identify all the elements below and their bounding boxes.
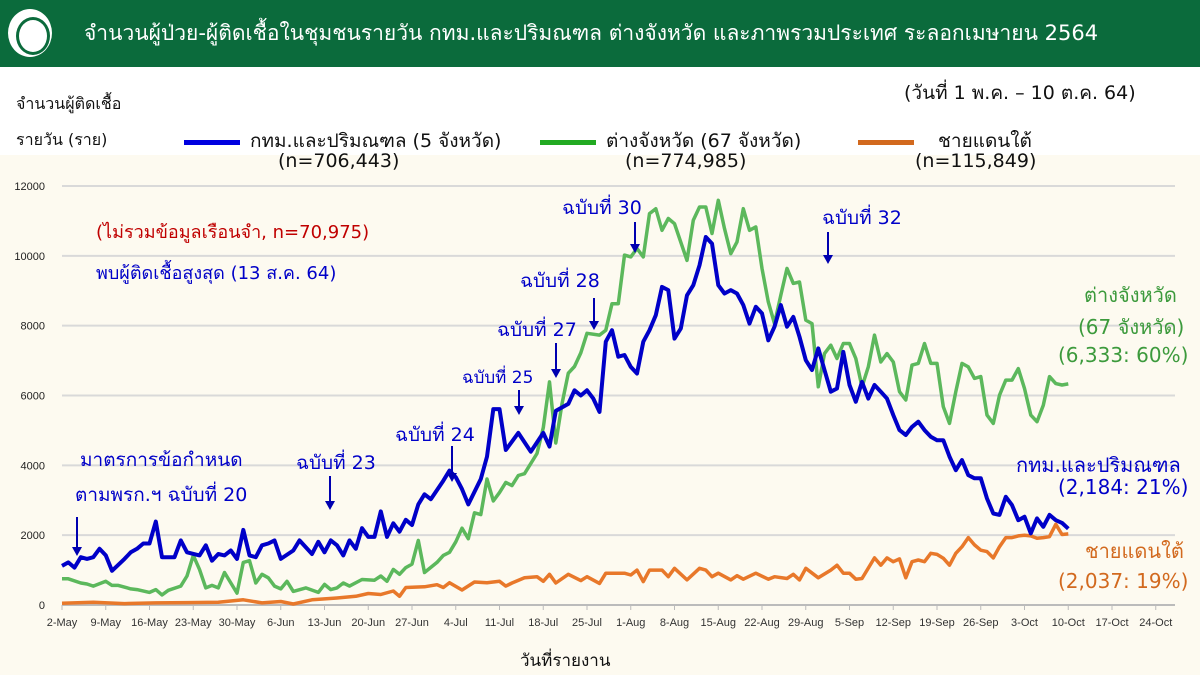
- x-tick-label: 9-May: [90, 617, 121, 629]
- x-tick-label: 6-Jun: [267, 617, 295, 629]
- y-axis-title-line1: จำนวนผู้ติดเชื้อ: [16, 94, 122, 113]
- x-tick-label: 30-May: [219, 617, 256, 629]
- label-south-name: ชายแดนใต้: [1085, 539, 1184, 563]
- x-tick-label: 3-Oct: [1011, 617, 1038, 629]
- arrowhead-icon: [823, 255, 833, 264]
- annotation-peak: พบผู้ติดเชื้อสูงสุด (13 ส.ค. 64): [96, 263, 337, 284]
- legend-label-bangkok: กทม.และปริมณฑล (5 จังหวัด): [250, 130, 502, 152]
- y-tick-label: 10000: [14, 251, 45, 263]
- arrowhead-icon: [630, 244, 640, 253]
- x-tick-label: 1-Aug: [616, 617, 645, 629]
- annotation-edition-30: ฉบับที่ 30: [562, 197, 642, 219]
- x-tick-label: 11-Jul: [485, 617, 514, 629]
- date-range: (วันที่ 1 พ.ค. – 10 ต.ค. 64): [904, 82, 1136, 104]
- annotation-edition-28: ฉบับที่ 28: [520, 270, 600, 292]
- arrowhead-icon: [514, 406, 524, 415]
- y-tick-label: 12000: [14, 181, 45, 193]
- x-tick-label: 4-Jul: [444, 617, 468, 629]
- x-tick-label: 16-May: [131, 617, 168, 629]
- series-line-provinces: [62, 198, 1069, 597]
- annotation-edition-24: ฉบับที่ 24: [395, 424, 475, 446]
- x-tick-label: 18-Jul: [528, 617, 558, 629]
- label-provinces-name: ต่างจังหวัด: [1084, 283, 1177, 307]
- header-bar: จำนวนผู้ป่วย-ผู้ติดเชื้อในชุมชนรายวัน กท…: [0, 0, 1200, 67]
- legend-n-bangkok: (n=706,443): [278, 150, 400, 172]
- ministry-logo-icon: [6, 7, 54, 59]
- legend-n-provinces: (n=774,985): [625, 150, 747, 172]
- y-tick-label: 0: [39, 600, 45, 612]
- x-tick-label: 10-Oct: [1052, 617, 1085, 629]
- x-tick-label: 26-Sep: [963, 617, 998, 629]
- legend-swatch-provinces: [540, 140, 596, 145]
- label-provinces-latest: (6,333: 60%): [1058, 343, 1189, 367]
- x-tick-label: 5-Sep: [835, 617, 864, 629]
- x-tick-label: 23-May: [175, 617, 212, 629]
- legend-swatch-south: [858, 140, 914, 145]
- page-title: จำนวนผู้ป่วย-ผู้ติดเชื้อในชุมชนรายวัน กท…: [84, 21, 1099, 45]
- arrowhead-icon: [325, 501, 335, 510]
- x-tick-label: 19-Sep: [919, 617, 954, 629]
- annotation-edition-23: ฉบับที่ 23: [296, 452, 376, 474]
- label-provinces-count: (67 จังหวัด): [1078, 315, 1185, 339]
- y-tick-label: 8000: [21, 321, 45, 333]
- x-tick-label: 15-Aug: [701, 617, 736, 629]
- series-line-bangkok: [61, 235, 1070, 573]
- x-tick-label: 8-Aug: [660, 617, 689, 629]
- annotation-measure-line1: มาตรการข้อกำหนด: [80, 449, 243, 471]
- x-tick-label: 17-Oct: [1095, 617, 1128, 629]
- annotation-edition-25: ฉบับที่ 25: [462, 368, 534, 388]
- legend-label-provinces: ต่างจังหวัด (67 จังหวัด): [606, 130, 802, 152]
- x-tick-label: 27-Jun: [395, 617, 429, 629]
- x-axis-title: วันที่รายงาน: [520, 651, 611, 671]
- y-axis-title-line2: รายวัน (ราย): [16, 130, 108, 149]
- annotation-edition-32: ฉบับที่ 32: [822, 207, 902, 229]
- series-line-south: [61, 522, 1069, 606]
- x-tick-label: 13-Jun: [308, 617, 342, 629]
- arrowhead-icon: [447, 473, 457, 482]
- arrowhead-icon: [551, 369, 561, 378]
- annotation-measure-line2: ตามพรก.ฯ ฉบับที่ 20: [75, 484, 248, 506]
- annotation-exclude-prison: (ไม่รวมข้อมูลเรือนจำ, n=70,975): [96, 222, 370, 243]
- annotation-edition-27: ฉบับที่ 27: [497, 319, 577, 341]
- y-tick-label: 2000: [21, 530, 45, 542]
- legend-n-south: (n=115,849): [915, 150, 1037, 172]
- arrowhead-icon: [589, 321, 599, 330]
- x-tick-label: 2-May: [47, 617, 78, 629]
- legend-swatch-bangkok: [184, 140, 240, 145]
- y-tick-label: 4000: [21, 460, 45, 472]
- legend-label-south: ชายแดนใต้: [938, 130, 1032, 152]
- x-tick-label: 20-Jun: [351, 617, 385, 629]
- x-tick-label: 22-Aug: [744, 617, 779, 629]
- x-tick-label: 25-Jul: [572, 617, 602, 629]
- label-bangkok-latest: (2,184: 21%): [1058, 475, 1189, 499]
- label-bangkok-name: กทม.และปริมณฑล: [1016, 453, 1181, 477]
- x-tick-label: 24-Oct: [1139, 617, 1172, 629]
- arrowhead-icon: [72, 547, 82, 556]
- y-tick-label: 6000: [21, 391, 45, 403]
- x-tick-label: 12-Sep: [876, 617, 911, 629]
- label-south-latest: (2,037: 19%): [1058, 569, 1189, 593]
- x-tick-label: 29-Aug: [788, 617, 823, 629]
